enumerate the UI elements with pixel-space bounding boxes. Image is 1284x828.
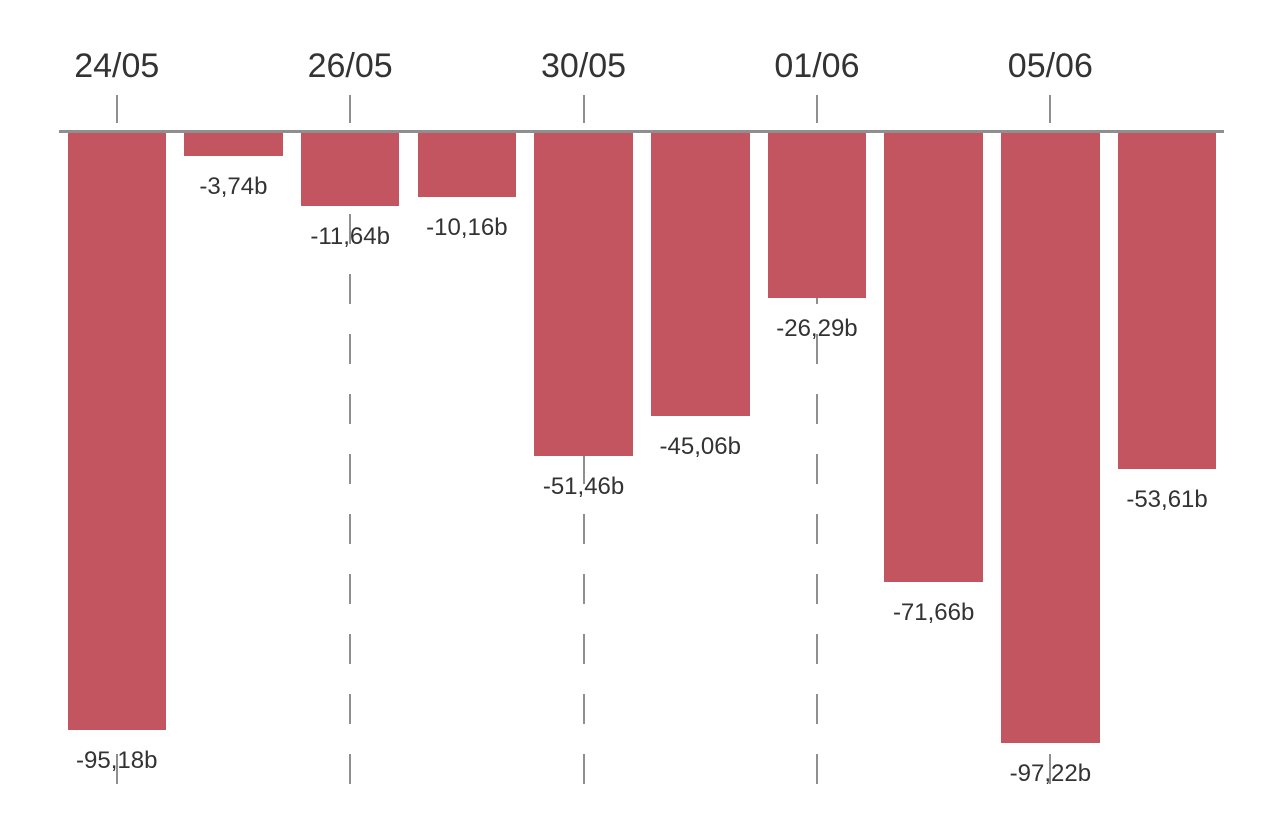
bar <box>417 133 517 197</box>
gridline-dashed <box>349 154 352 785</box>
x-axis-baseline <box>59 130 1224 133</box>
x-tick-label: 26/05 <box>307 47 393 85</box>
x-axis-tick <box>115 95 118 123</box>
bar-value-label: -95,18b <box>76 746 158 774</box>
bar-value-label: -71,66b <box>892 599 975 627</box>
bar-value-label: -3,74b <box>199 173 268 201</box>
bar <box>300 133 400 206</box>
bar-value-label: -26,29b <box>776 314 858 342</box>
bar <box>534 133 633 456</box>
bar <box>67 133 166 730</box>
bar <box>1117 133 1217 470</box>
bar <box>767 133 867 298</box>
x-tick-label: 24/05 <box>74 47 160 85</box>
x-axis-tick <box>815 95 818 123</box>
bar <box>184 133 283 157</box>
bar-value-label: -51,46b <box>542 472 625 500</box>
x-axis-tick <box>349 95 352 123</box>
bar-value-label: -45,06b <box>659 432 741 460</box>
bar <box>884 133 983 583</box>
x-tick-label: 30/05 <box>541 47 627 85</box>
gridline-dashed <box>815 154 818 785</box>
x-axis-tick <box>582 95 585 123</box>
gridline-dashed <box>582 154 585 785</box>
bar-value-label: -97,22b <box>1009 759 1092 787</box>
x-tick-label: 01/06 <box>774 47 860 85</box>
bar-value-label: -11,64b <box>310 222 390 250</box>
bar <box>1001 133 1100 743</box>
bar-value-label: -53,61b <box>1126 486 1208 514</box>
x-tick-label: 05/06 <box>1007 47 1093 85</box>
bar-value-label: -10,16b <box>426 213 508 241</box>
x-axis-tick <box>1049 95 1052 123</box>
bar <box>651 133 750 416</box>
